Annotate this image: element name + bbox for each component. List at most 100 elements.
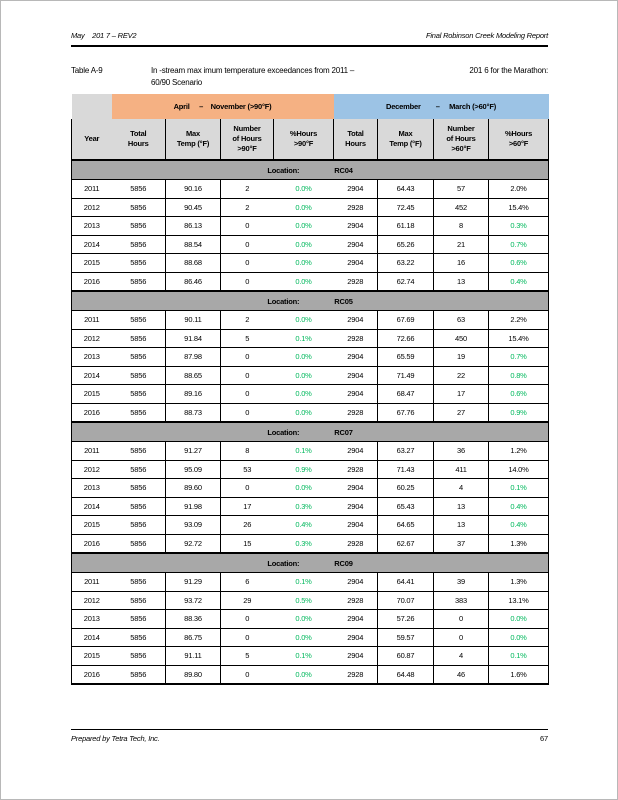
table-cell: 2904	[333, 235, 378, 254]
table-cell: 0	[220, 253, 274, 273]
location-cell: Location: RC07	[70, 421, 550, 442]
table-cell: 63	[433, 310, 489, 330]
table-cell: 0.0%	[273, 216, 334, 236]
table-cell: 36	[433, 441, 489, 461]
table-row: 2016 5856 89.80 0 0.0% 2928 64.48 46 1.6%	[71, 665, 550, 685]
column-header-num-hours-60: Number of Hours >60°F	[433, 119, 489, 161]
table-cell: 5856	[111, 646, 166, 666]
table-row: 2015 5856 89.16 0 0.0% 2904 68.47 17 0.6%	[71, 384, 550, 404]
table-cell: 5856	[111, 665, 166, 685]
table-cell: 0.1%	[273, 572, 334, 592]
column-header-max-temp-dec: Max Temp (°F)	[377, 119, 434, 161]
table-cell: 91.11	[165, 646, 221, 666]
exceedance-table: April – November (>90°F) December – Marc…	[70, 94, 550, 685]
table-row: 2012 5856 95.09 53 0.9% 2928 71.43 411 14.0%	[71, 460, 550, 479]
table-cell: 91.84	[165, 329, 221, 348]
table-cell: 2928	[333, 534, 378, 554]
table-row: 2015 5856 91.11 5 0.1% 2904 60.87 4 0.1%	[71, 646, 550, 666]
table-cell: 0.1%	[273, 329, 334, 348]
table-cell: 13.1%	[487, 591, 550, 610]
table-cell: 86.13	[165, 216, 221, 236]
table-cell: 72.45	[377, 198, 434, 217]
location-label: Location:	[267, 296, 300, 306]
table-cell: 0.0%	[273, 384, 334, 404]
table-row: 2013 5856 87.98 0 0.0% 2904 65.59 19 0.7%	[71, 347, 550, 367]
table-cell: 1.3%	[487, 572, 550, 592]
table-cell: 450	[433, 329, 489, 348]
table-cell: 411	[433, 460, 489, 479]
table-cell: 5856	[111, 366, 166, 385]
table-row: 2011 5856 91.27 8 0.1% 2904 63.27 36 1.2%	[71, 441, 550, 461]
table-cell: 64.48	[377, 665, 434, 685]
table-cell: 2928	[333, 665, 378, 685]
table-cell: 0	[220, 609, 274, 629]
table-cell: 0.1%	[273, 441, 334, 461]
table-cell: 2928	[333, 198, 378, 217]
table-cell: 37	[433, 534, 489, 554]
table-cell: 2904	[333, 384, 378, 404]
column-header-row: Year Total Hours Max Temp (°F) Number of…	[71, 119, 550, 161]
location-cell: Location: RC04	[70, 159, 550, 180]
table-cell: 2904	[333, 628, 378, 647]
page-number: 67	[540, 734, 548, 743]
table-cell: 5856	[111, 179, 166, 199]
location-cell: Location: RC09	[70, 552, 550, 573]
table-cell: 2014	[71, 497, 112, 516]
table-row: 2015 5856 88.68 0 0.0% 2904 63.22 16 0.6%	[71, 253, 550, 273]
table-cell: 5856	[111, 497, 166, 516]
table-row: 2013 5856 86.13 0 0.0% 2904 61.18 8 0.3%	[71, 216, 550, 236]
table-cell: 71.49	[377, 366, 434, 385]
header-left-text: May 201 7 – REV2	[71, 31, 137, 40]
table-row: 2014 5856 88.65 0 0.0% 2904 71.49 22 0.8%	[71, 366, 550, 385]
table-cell: 0	[220, 347, 274, 367]
table-caption-label: Table A-9	[71, 66, 103, 75]
table-cell: 0.1%	[487, 646, 550, 666]
table-cell: 0	[220, 235, 274, 254]
table-cell: 2014	[71, 235, 112, 254]
table-cell: 1.3%	[487, 534, 550, 554]
table-cell: 59.57	[377, 628, 434, 647]
table-cell: 0.3%	[273, 534, 334, 554]
table-cell: 0	[220, 478, 274, 498]
table-cell: 5856	[111, 272, 166, 292]
table-cell: 0.0%	[487, 609, 550, 629]
table-cell: 0.0%	[273, 310, 334, 330]
table-cell: 2904	[333, 179, 378, 199]
table-cell: 2904	[333, 366, 378, 385]
table-cell: 46	[433, 665, 489, 685]
table-cell: 5856	[111, 628, 166, 647]
table-cell: 2015	[71, 515, 112, 535]
location-row: Location: RC09	[70, 552, 550, 573]
table-cell: 0.8%	[487, 366, 550, 385]
table-cell: 0.0%	[273, 366, 334, 385]
group-header-year-spacer	[71, 94, 112, 119]
table-cell: 5856	[111, 572, 166, 592]
table-cell: 0.0%	[273, 628, 334, 647]
table-cell: 2014	[71, 628, 112, 647]
table-cell: 91.27	[165, 441, 221, 461]
table-cell: 2016	[71, 665, 112, 685]
table-cell: 2904	[333, 347, 378, 367]
table-cell: 5856	[111, 216, 166, 236]
table-cell: 60.87	[377, 646, 434, 666]
table-cell: 5856	[111, 235, 166, 254]
table-cell: 92.72	[165, 534, 221, 554]
table-row: 2014 5856 86.75 0 0.0% 2904 59.57 0 0.0%	[71, 628, 550, 647]
running-header: May 201 7 – REV2 Final Robinson Creek Mo…	[71, 31, 548, 47]
table-cell: 2011	[71, 310, 112, 330]
table-cell: 15	[220, 534, 274, 554]
table-cell: 2904	[333, 497, 378, 516]
table-cell: 2011	[71, 179, 112, 199]
table-cell: 88.54	[165, 235, 221, 254]
table-row: 2012 5856 91.84 5 0.1% 2928 72.66 450 15.4%	[71, 329, 550, 348]
table-cell: 452	[433, 198, 489, 217]
table-cell: 2013	[71, 478, 112, 498]
table-caption-text: In -stream max imum temperature exceedan…	[151, 65, 548, 89]
table-cell: 0.9%	[487, 403, 550, 423]
table-cell: 64.43	[377, 179, 434, 199]
table-cell: 5856	[111, 198, 166, 217]
table-cell: 90.11	[165, 310, 221, 330]
table-cell: 60.25	[377, 478, 434, 498]
table-cell: 0	[220, 272, 274, 292]
